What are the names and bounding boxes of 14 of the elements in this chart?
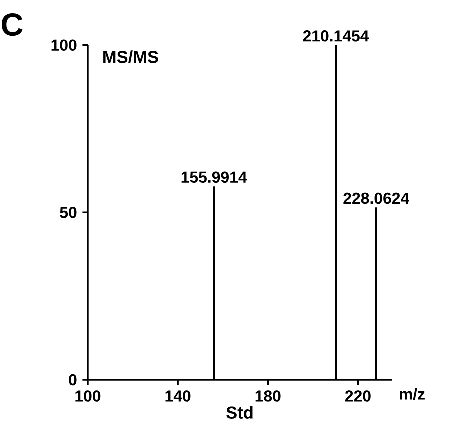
x-tick-label: 100 [76,390,101,402]
x-tick-label: 140 [166,390,191,402]
y-tick-label: 100 [52,40,77,51]
annotation: 210.1454 [303,30,370,42]
text: C [2,14,23,36]
x-tick-label: 180 [256,390,281,402]
y-tick-label: 0 [69,374,77,386]
text: m/z [400,388,425,400]
x-axis-title: Std [226,406,253,419]
y-tick-label: 50 [60,207,77,218]
annotation: 228.0624 [344,192,410,204]
chart-title: MS/MS [104,50,158,64]
x-tick-label: 220 [345,390,371,402]
annotation: 155.9914 [182,172,248,184]
